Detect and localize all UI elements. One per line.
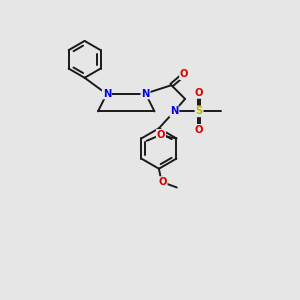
Text: S: S [195, 106, 203, 116]
Text: O: O [180, 69, 188, 79]
Text: O: O [195, 125, 203, 135]
Text: O: O [195, 88, 203, 98]
Text: N: N [141, 88, 150, 98]
Text: N: N [170, 106, 178, 116]
Text: N: N [103, 88, 111, 98]
Text: O: O [157, 130, 165, 140]
Text: O: O [158, 177, 167, 187]
